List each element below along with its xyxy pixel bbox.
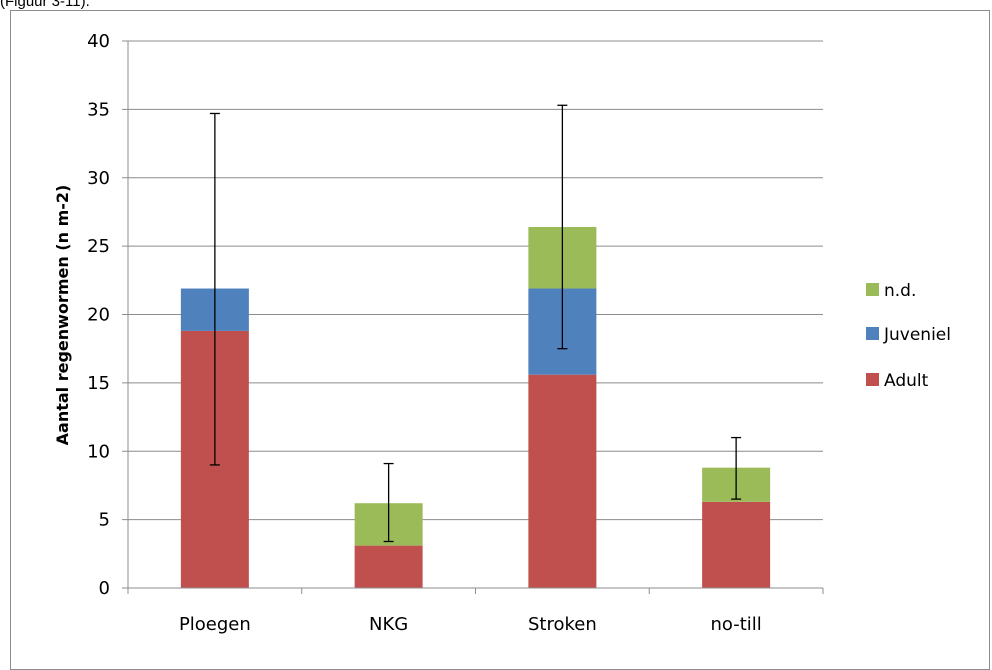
error-bar — [731, 436, 742, 500]
x-tick-label: Ploegen — [179, 614, 251, 635]
legend-item-adult: Adult — [866, 371, 929, 391]
y-tick-label: 5 — [99, 510, 110, 531]
bar-adult — [528, 374, 597, 588]
y-tick-label: 35 — [87, 99, 110, 120]
y-tick-label: 30 — [87, 168, 110, 189]
y-tick-label: 25 — [87, 236, 110, 257]
legend-item-n-d: n.d. — [866, 281, 916, 301]
y-tick-label: 10 — [87, 441, 110, 462]
y-tick-label: 15 — [87, 373, 110, 394]
y-axis-label: Aantal regenwormen (n m-2) — [53, 185, 72, 446]
bar-adult — [702, 501, 771, 588]
legend-label: Adult — [884, 371, 929, 391]
legend-item-juveniel: Juveniel — [866, 325, 951, 345]
y-tick-label: 40 — [87, 31, 110, 52]
legend-swatch — [866, 327, 879, 340]
y-tick-label: 0 — [99, 578, 110, 599]
legend: n.d. Juveniel Adult — [866, 281, 951, 391]
x-tick-labels: Ploegen NKG Stroken no-till — [179, 614, 762, 635]
legend-swatch — [866, 373, 879, 386]
x-tick-label: Stroken — [528, 614, 597, 635]
figure-caption: (Figuur 3-11). — [0, 0, 90, 10]
legend-swatch — [866, 283, 879, 296]
bar-adult — [354, 545, 423, 588]
error-bar — [383, 462, 394, 543]
error-bar — [557, 104, 568, 350]
axes — [122, 40, 824, 594]
x-tick-label: no-till — [710, 614, 761, 635]
legend-label: n.d. — [884, 281, 916, 301]
error-bars — [209, 104, 742, 543]
bars — [180, 226, 771, 588]
y-tick-labels: 0 5 10 15 20 25 30 35 40 — [87, 31, 110, 599]
stacked-bar-chart: 0 5 10 15 20 25 30 35 40 Ploegen NKG Stroken no-til… — [53, 31, 951, 635]
x-tick-label: NKG — [369, 614, 408, 635]
y-tick-label: 20 — [87, 305, 110, 326]
legend-label: Juveniel — [883, 325, 951, 345]
chart-frame — [10, 10, 990, 670]
error-bar — [209, 112, 220, 466]
